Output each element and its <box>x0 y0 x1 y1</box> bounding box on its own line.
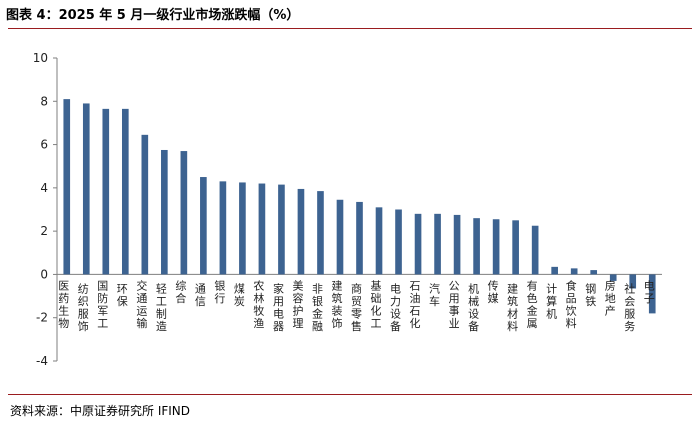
bar <box>512 220 519 275</box>
bar <box>629 274 637 289</box>
category-label: 银行 <box>214 278 225 305</box>
bar <box>395 209 402 275</box>
bar <box>434 213 441 275</box>
category-label: 计算机 <box>546 282 557 320</box>
category-label: 传媒 <box>488 279 499 305</box>
bar <box>258 183 266 275</box>
bar <box>570 268 578 275</box>
bar-chart: -4 -2 0 2 4 6 8 10 医药生物纺织服饰国防军工环保交通运输轻工制造综合通信银行… <box>33 51 662 368</box>
y-tick-label: 4 <box>40 181 48 195</box>
category-label: 钢铁 <box>585 282 596 308</box>
bar <box>239 182 246 275</box>
source-rule <box>8 394 692 395</box>
category-label: 基础化工 <box>371 279 382 330</box>
bar <box>356 201 363 275</box>
bar <box>590 270 598 275</box>
category-label: 食品饮料 <box>566 278 577 330</box>
category-label: 轻工制造 <box>156 281 167 333</box>
category-label: 汽车 <box>429 281 440 308</box>
bar <box>375 207 383 275</box>
category-label: 综合 <box>175 278 186 305</box>
category-label: 公用事业 <box>449 279 460 330</box>
bar <box>141 134 149 275</box>
bar <box>648 274 656 314</box>
category-label: 建筑装饰 <box>331 278 342 330</box>
y-tick-label: -2 <box>36 311 48 325</box>
bar <box>180 151 188 275</box>
y-tick-label: 2 <box>40 224 48 238</box>
category-label: 医药生物 <box>58 279 69 330</box>
bar <box>531 225 539 275</box>
bar <box>63 99 71 275</box>
category-label: 美容护理 <box>292 279 303 330</box>
category-label: 农林牧渔 <box>253 278 264 330</box>
bar <box>278 184 285 275</box>
bar-group <box>63 99 656 314</box>
category-label: 纺织服饰 <box>78 281 89 333</box>
bar <box>317 191 324 275</box>
bar <box>121 108 129 275</box>
bar <box>200 177 207 275</box>
bar <box>102 108 110 275</box>
category-label: 通信 <box>195 282 206 308</box>
y-tick-label: 10 <box>33 51 48 65</box>
source-note: 资料来源：中原证券研究所 IFIND <box>10 404 191 418</box>
category-label: 社会服务 <box>624 281 635 333</box>
category-label: 家用电器 <box>273 281 284 333</box>
category-label: 煤炭 <box>234 282 245 308</box>
category-label: 电子 <box>644 279 655 305</box>
chart-title: 图表 4：2025 年 5 月一级行业市场涨跌幅（%） <box>6 8 300 23</box>
bar <box>219 181 227 275</box>
bar <box>336 199 344 275</box>
category-label: 交通运输 <box>136 278 147 330</box>
bar <box>161 149 168 275</box>
bar <box>82 103 90 275</box>
y-tick-label: -4 <box>36 354 48 368</box>
bar <box>473 218 480 275</box>
bar <box>609 274 617 281</box>
category-label: 房地产 <box>605 279 616 317</box>
category-label: 机械设备 <box>468 281 479 333</box>
category-label-group: 医药生物纺织服饰国防军工环保交通运输轻工制造综合通信银行煤炭农林牧渔家用电器美容… <box>58 278 654 333</box>
y-tick-label: 0 <box>40 267 48 281</box>
category-label: 国防军工 <box>97 279 108 330</box>
category-label: 商贸零售 <box>351 281 362 333</box>
bar <box>492 219 500 275</box>
y-tick-label: 6 <box>40 138 48 152</box>
category-label: 非银金融 <box>312 282 323 333</box>
bar <box>551 266 558 275</box>
category-label: 建筑材料 <box>507 281 518 333</box>
y-tick-group: -4 -2 0 2 4 6 8 10 <box>33 51 57 368</box>
title-rule <box>8 28 692 29</box>
bar <box>297 188 305 275</box>
category-label: 有色金属 <box>527 278 538 330</box>
y-tick-label: 8 <box>40 94 48 108</box>
category-label: 石油石化 <box>410 279 421 330</box>
bar <box>414 213 422 275</box>
bar <box>453 214 461 275</box>
category-label: 环保 <box>117 282 128 308</box>
category-label: 电力设备 <box>390 282 401 333</box>
